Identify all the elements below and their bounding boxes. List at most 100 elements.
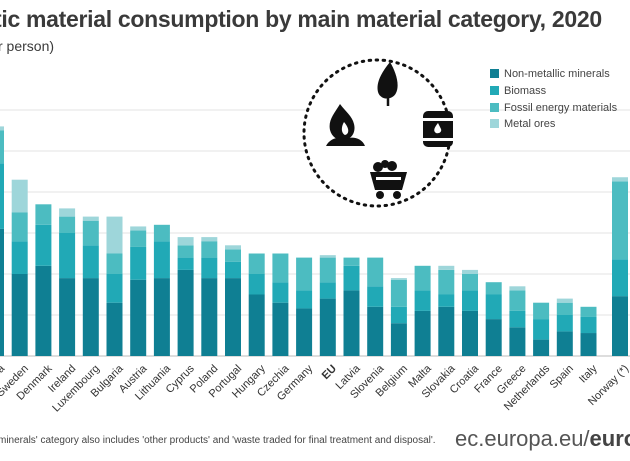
bar-segment — [485, 319, 502, 356]
bar-segment — [0, 163, 4, 229]
bar-segment — [153, 224, 170, 242]
bar-segment — [153, 278, 170, 356]
bar-segment — [82, 220, 99, 246]
bar-segment — [462, 274, 478, 291]
bar-segment — [390, 323, 407, 356]
bar-segment — [130, 246, 147, 280]
bar-segment — [248, 253, 265, 274]
bar-segment — [414, 265, 431, 291]
bar-segment — [612, 296, 628, 356]
legend-label-non-metallic: Non-metallic minerals — [504, 68, 610, 80]
mine-cart-icon — [370, 160, 407, 199]
bar-segment — [59, 278, 76, 356]
bar-segment — [414, 310, 431, 356]
bar-segment — [296, 308, 313, 356]
bar-segment — [556, 331, 573, 356]
bar-segment — [533, 339, 550, 356]
bar-segment — [201, 237, 218, 242]
bar-segment — [59, 233, 76, 279]
source-prefix: ec.europa.eu/ — [455, 426, 590, 451]
bar-segment — [612, 177, 628, 182]
bar-segment — [612, 181, 628, 260]
bar-segment — [177, 257, 194, 270]
bar-segment — [438, 269, 455, 295]
bar-segment — [106, 253, 123, 274]
bar-segment — [438, 265, 455, 270]
legend-swatch-non-metallic — [490, 69, 499, 78]
bar-segment — [343, 257, 360, 266]
bar-segment — [11, 212, 28, 242]
bar-segment — [82, 278, 99, 356]
source-link[interactable]: ec.europa.eu/euro — [455, 426, 630, 452]
bar-segment — [319, 298, 336, 356]
bar-segment — [367, 306, 384, 356]
legend-swatch-fossil — [490, 103, 499, 112]
source-bold: euro — [589, 426, 630, 451]
bar-segment — [272, 253, 289, 283]
footnote: minerals' category also includes 'other … — [0, 435, 436, 446]
bar-segment — [509, 290, 526, 311]
bar-segment — [11, 241, 28, 274]
bar-segment — [485, 282, 502, 295]
bar-segment — [130, 226, 147, 231]
bar-segment — [556, 315, 573, 332]
bar-segment — [130, 230, 147, 247]
chart-title: tic material consumption by main materia… — [0, 6, 602, 32]
bar-segment — [82, 216, 99, 221]
bar-segment — [390, 306, 407, 324]
bar-segment — [106, 274, 123, 303]
bar-segment — [0, 126, 4, 131]
bar-segment — [106, 216, 123, 254]
material-icons-circle — [302, 58, 453, 208]
bar-segment — [390, 279, 407, 307]
bar-segment — [35, 265, 52, 356]
bar-segment — [201, 257, 218, 279]
bar-segment — [201, 241, 218, 258]
chart-subtitle: r person) — [0, 38, 55, 54]
bar-segment — [225, 249, 241, 262]
bar-segment — [59, 216, 76, 233]
bar-segment — [296, 290, 313, 309]
bar-segment — [177, 269, 194, 356]
bar-segment — [319, 257, 336, 283]
bar-segment — [343, 290, 360, 356]
bars — [0, 126, 628, 356]
bar-segment — [225, 245, 241, 250]
bar-segment — [248, 294, 265, 356]
bar-segment — [438, 294, 455, 307]
bar-segment — [35, 204, 52, 225]
bar-segment — [509, 286, 526, 291]
bar-segment — [533, 319, 550, 340]
legend-swatch-metal — [490, 119, 499, 128]
bar-segment — [462, 290, 478, 311]
bar-segment — [82, 245, 99, 279]
x-tick-label: EU — [320, 363, 339, 382]
bar-segment — [319, 282, 336, 299]
bar-segment — [35, 224, 52, 266]
bar-segment — [438, 306, 455, 356]
bar-segment — [153, 241, 170, 279]
bar-segment — [612, 259, 628, 297]
plant-flame-icon — [326, 104, 365, 146]
bar-segment — [11, 274, 28, 356]
bar-segment — [367, 257, 384, 287]
bar-segment — [390, 278, 407, 280]
bar-segment — [0, 130, 4, 164]
bar-segment — [580, 333, 597, 356]
bar-segment — [225, 261, 241, 279]
bar-segment — [59, 208, 76, 217]
oil-barrel-icon — [423, 111, 453, 147]
x-tick-label: Italy — [577, 362, 600, 385]
bar-segment — [580, 306, 597, 317]
bar-segment — [580, 316, 597, 334]
bar-segment — [0, 228, 4, 356]
bar-segment — [509, 327, 526, 356]
bar-segment — [130, 279, 147, 356]
legend-label-biomass: Biomass — [504, 85, 547, 97]
legend-label-metal: Metal ores — [504, 118, 556, 130]
bar-segment — [272, 302, 289, 356]
bar-segment — [319, 255, 336, 258]
bar-segment — [11, 179, 28, 213]
